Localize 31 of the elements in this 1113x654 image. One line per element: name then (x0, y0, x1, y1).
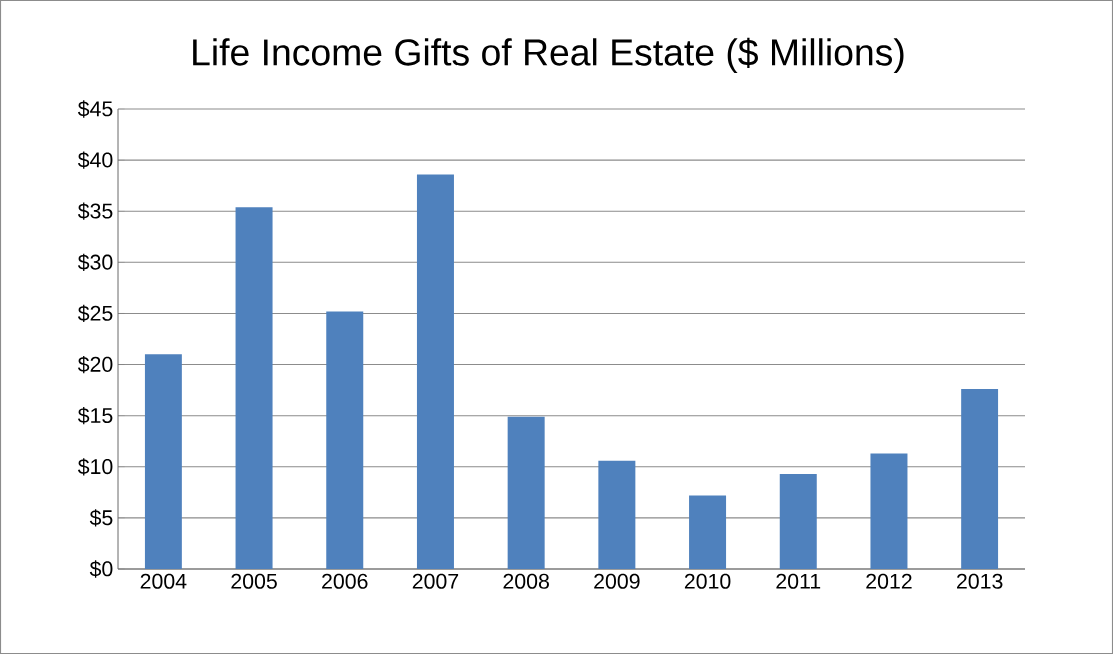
y-tick-label: $40 (77, 151, 113, 169)
bar (598, 460, 636, 569)
y-tick-label: $25 (77, 304, 113, 323)
x-tick-label: 2010 (684, 573, 731, 589)
chart-title: Life Income Gifts of Real Estate ($ Millions) (193, 37, 904, 74)
y-tick-label: $10 (77, 458, 113, 476)
y-tick-label: $20 (77, 355, 113, 374)
x-tick-label: 2004 (140, 573, 187, 589)
y-tick-label: $35 (77, 202, 113, 220)
x-tick-label: 2005 (231, 573, 277, 589)
bar (689, 495, 727, 569)
x-tick-label: 2012 (866, 573, 912, 589)
x-tick-label: 2013 (957, 573, 1003, 589)
bar (870, 453, 908, 569)
bar (144, 354, 182, 569)
bar (235, 207, 273, 569)
bar (416, 174, 454, 569)
x-tick-label: 2011 (776, 573, 821, 589)
y-tick-label: $5 (89, 509, 113, 527)
y-tick-label: $30 (77, 253, 113, 271)
y-tick-label: $0 (89, 560, 113, 578)
x-tick-label: 2007 (412, 573, 459, 589)
x-tick-label: 2006 (322, 573, 368, 589)
y-tick-label: $45 (77, 100, 113, 118)
y-tick-label: $15 (77, 407, 113, 425)
x-tick-label: 2009 (594, 573, 640, 589)
bar (507, 416, 545, 569)
bar (326, 311, 364, 569)
x-tick-label: 2008 (503, 573, 549, 589)
bar (961, 389, 999, 569)
bar (779, 473, 817, 569)
